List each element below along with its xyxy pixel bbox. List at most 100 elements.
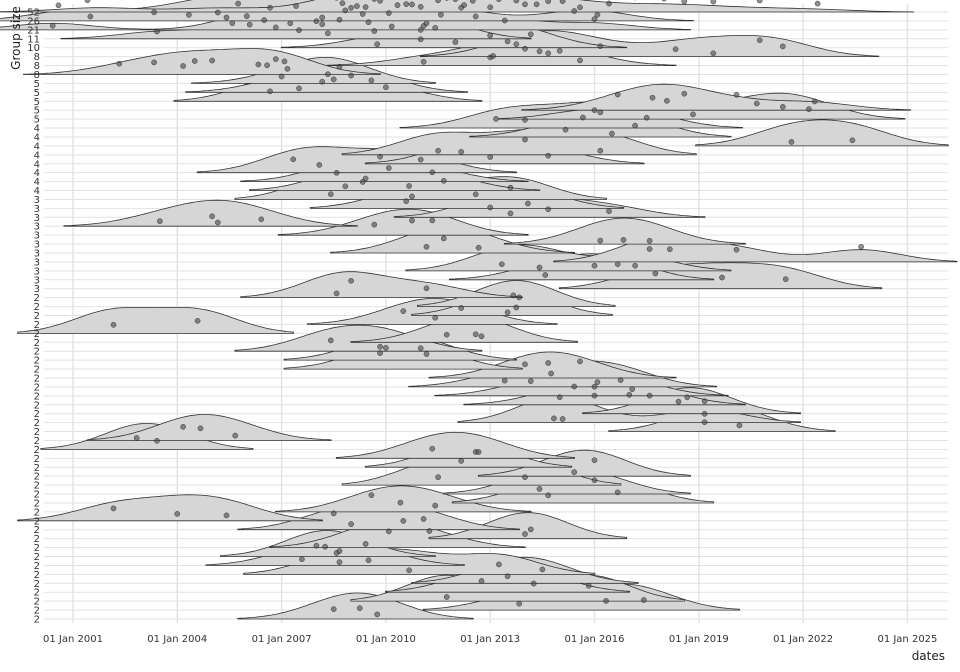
data-point <box>336 64 343 70</box>
data-point <box>267 4 273 11</box>
data-point <box>701 398 708 405</box>
data-point <box>487 32 494 39</box>
data-point <box>423 243 430 250</box>
data-point <box>710 0 717 5</box>
y-tick-label: 2 <box>34 472 40 483</box>
data-point <box>571 469 578 475</box>
data-point <box>643 114 650 121</box>
data-point <box>458 305 465 311</box>
data-point <box>591 262 598 269</box>
data-point <box>397 499 404 506</box>
data-point <box>504 309 511 316</box>
ridge-density <box>196 146 517 174</box>
data-point <box>87 13 94 20</box>
y-tick-label: 3 <box>34 195 40 206</box>
y-tick-label: 2 <box>34 400 40 411</box>
data-point <box>429 169 436 176</box>
data-point <box>504 38 511 45</box>
y-tick-label: 5 <box>34 97 40 108</box>
data-point <box>501 377 508 384</box>
y-tick-label: 3 <box>34 213 40 224</box>
data-point <box>377 343 383 350</box>
data-point <box>591 392 598 399</box>
data-point <box>432 24 439 31</box>
data-point <box>470 0 476 4</box>
data-point <box>652 270 659 277</box>
data-point <box>417 156 424 163</box>
y-tick-label: 11 <box>27 34 40 45</box>
y-tick-label: 2 <box>34 534 40 545</box>
data-point <box>154 28 160 35</box>
data-point <box>133 435 140 441</box>
data-point <box>545 492 552 499</box>
data-point <box>319 14 326 21</box>
data-point <box>545 50 552 57</box>
data-point <box>501 17 508 24</box>
y-tick-label: 2 <box>34 543 40 554</box>
data-point <box>641 597 647 603</box>
data-point <box>420 59 427 65</box>
data-point <box>333 169 340 176</box>
y-tick-label: 2 <box>34 579 40 590</box>
data-point <box>646 237 653 244</box>
y-tick-label: 8 <box>34 52 40 63</box>
data-point <box>356 605 363 611</box>
y-tick-label: 4 <box>34 177 40 188</box>
data-point <box>530 580 537 587</box>
data-point <box>322 543 328 550</box>
data-point <box>701 419 708 426</box>
data-point <box>417 345 424 352</box>
data-point <box>432 314 439 321</box>
data-point <box>571 8 578 14</box>
data-point <box>664 98 670 104</box>
y-tick-label: 2 <box>34 338 40 349</box>
data-point <box>440 177 447 184</box>
data-point <box>472 191 479 198</box>
data-point <box>403 198 410 204</box>
data-point <box>55 2 62 9</box>
data-point <box>536 264 543 271</box>
data-point <box>522 117 528 123</box>
data-point <box>498 261 505 268</box>
data-point <box>811 98 818 105</box>
y-tick-label: 2 <box>34 302 40 313</box>
data-point <box>417 36 424 43</box>
data-point <box>385 528 392 535</box>
data-point <box>597 237 604 244</box>
data-point <box>559 0 566 4</box>
data-point <box>597 109 604 116</box>
y-tick-label: 2 <box>34 418 40 429</box>
y-tick-label: 2 <box>34 365 40 376</box>
data-point <box>223 14 230 21</box>
data-point <box>435 474 441 481</box>
y-tick-label: 3 <box>34 266 40 277</box>
data-point <box>197 425 204 432</box>
points <box>49 0 864 618</box>
data-point <box>409 217 415 224</box>
ridge-density <box>477 449 691 477</box>
data-point <box>522 45 528 52</box>
y-tick-label: 4 <box>34 186 40 197</box>
data-point <box>330 76 337 83</box>
data-point <box>272 24 279 31</box>
data-point <box>733 92 740 98</box>
data-point <box>536 48 543 55</box>
data-point <box>214 219 221 226</box>
data-point <box>420 23 427 29</box>
ridge-density <box>234 324 483 352</box>
data-point <box>522 1 528 8</box>
data-point <box>522 531 528 537</box>
data-point <box>594 379 601 385</box>
ridges <box>0 0 958 620</box>
data-point <box>472 13 479 20</box>
x-tick-label: 01 Jan 2013 <box>460 634 520 645</box>
y-tick-label: 21 <box>27 25 40 36</box>
data-point <box>603 598 609 604</box>
x-tick-label: 01 Jan 2016 <box>565 634 625 645</box>
data-point <box>606 208 612 214</box>
data-point <box>545 206 552 213</box>
data-point <box>736 422 743 429</box>
data-point <box>443 594 450 600</box>
data-point <box>513 41 520 48</box>
